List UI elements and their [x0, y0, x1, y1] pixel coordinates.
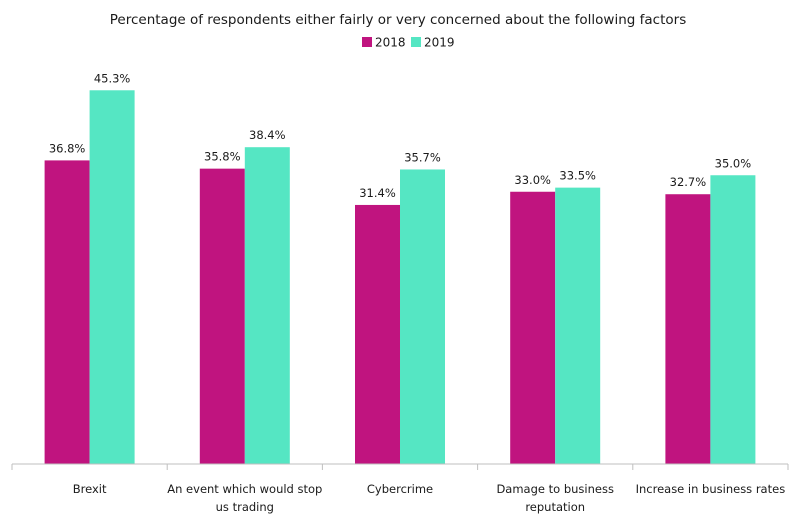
value-label-2018-4: 32.7% — [670, 175, 707, 189]
value-label-2018-0: 36.8% — [49, 141, 86, 155]
legend-label-2019: 2019 — [424, 36, 455, 50]
value-label-2019-0: 45.3% — [94, 71, 131, 85]
value-label-2018-2: 31.4% — [359, 186, 396, 200]
legend-label-2018: 2018 — [375, 36, 406, 50]
legend-swatch-2019 — [411, 37, 421, 47]
bar-2018-2 — [355, 204, 400, 464]
category-labels: Brexit An event which would stop us tradin… — [73, 482, 785, 514]
value-labels: 36.8% 45.3% 35.8% 38.4% 31.4% 35.7% 33.0% 33.5%… — [49, 71, 751, 200]
x-axis-ticks — [11, 464, 789, 470]
bar-2019-3 — [555, 187, 601, 465]
category-label-0: Brexit — [73, 482, 107, 496]
value-label-2018-3: 33.0% — [514, 173, 551, 187]
value-label-2018-1: 35.8% — [204, 150, 241, 164]
value-label-2019-3: 33.5% — [559, 169, 596, 183]
bar-2019-2 — [400, 169, 445, 464]
bar-2018-0 — [44, 160, 90, 464]
category-label-1: An event which would stop us trading — [167, 482, 322, 514]
bar-2018-3 — [510, 191, 556, 464]
bar-2019-0 — [89, 90, 135, 464]
bars — [44, 90, 756, 465]
legend-swatch-2018 — [362, 37, 372, 47]
bar-2018-1 — [199, 168, 245, 464]
category-label-3: Damage to business reputation — [496, 482, 614, 514]
bar-2019-1 — [244, 147, 290, 464]
value-label-2019-1: 38.4% — [249, 128, 286, 142]
value-label-2019-4: 35.0% — [715, 156, 752, 170]
chart-title: Percentage of respondents either fairly … — [110, 12, 686, 28]
category-label-2: Cybercrime — [367, 482, 433, 496]
bar-2018-4 — [665, 194, 711, 464]
legend: 2018 2019 — [362, 36, 455, 50]
bar-2019-4 — [710, 175, 756, 464]
value-label-2019-2: 35.7% — [404, 150, 441, 164]
category-label-4: Increase in business rates — [636, 482, 786, 496]
